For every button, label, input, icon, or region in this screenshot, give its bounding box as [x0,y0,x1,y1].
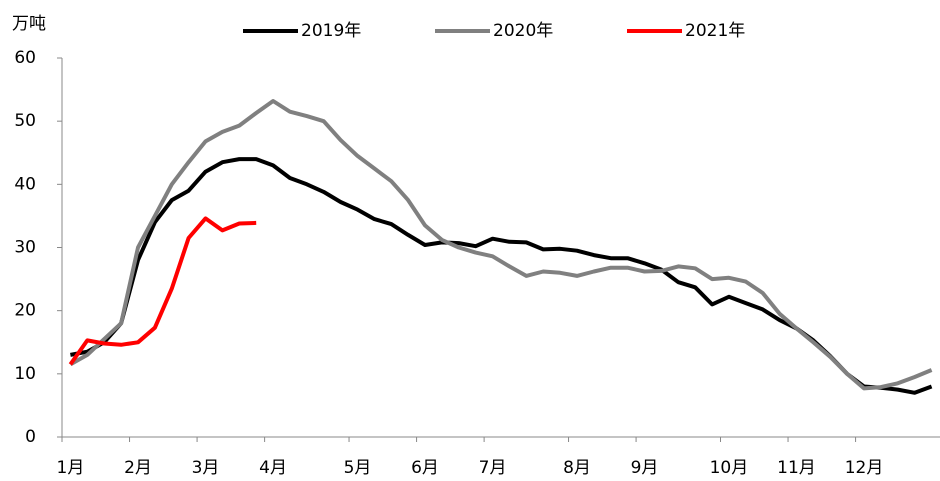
x-tick-label: 1月 [57,458,85,478]
y-tick-label: 40 [14,174,36,194]
x-tick-label: 2月 [124,458,152,478]
line [69,99,933,391]
line [70,157,933,395]
x-tick-label: 10月 [710,458,749,478]
x-tick-label: 8月 [563,458,591,478]
x-tick-label: 9月 [631,458,659,478]
x-tick-label: 12月 [845,458,884,478]
y-tick-label: 0 [25,427,36,447]
line [68,216,257,366]
x-tick-label: 7月 [479,458,507,478]
y-axis-label: 万吨 [12,14,46,34]
y-tick-label: 50 [14,111,36,131]
x-tick-label: 3月 [192,458,220,478]
x-tick-label: 4月 [259,458,287,478]
y-tick-label: 30 [14,238,36,258]
legend-label: 2020年 [493,21,553,41]
x-tick-label: 6月 [411,458,439,478]
y-tick-label: 20 [14,301,36,321]
y-tick-label: 10 [14,364,36,384]
y-tick-label: 60 [14,48,36,68]
x-tick-label: 5月 [344,458,372,478]
x-tick-label: 11月 [777,458,816,478]
legend-label: 2019年 [301,21,361,41]
legend-label: 2021年 [685,21,745,41]
